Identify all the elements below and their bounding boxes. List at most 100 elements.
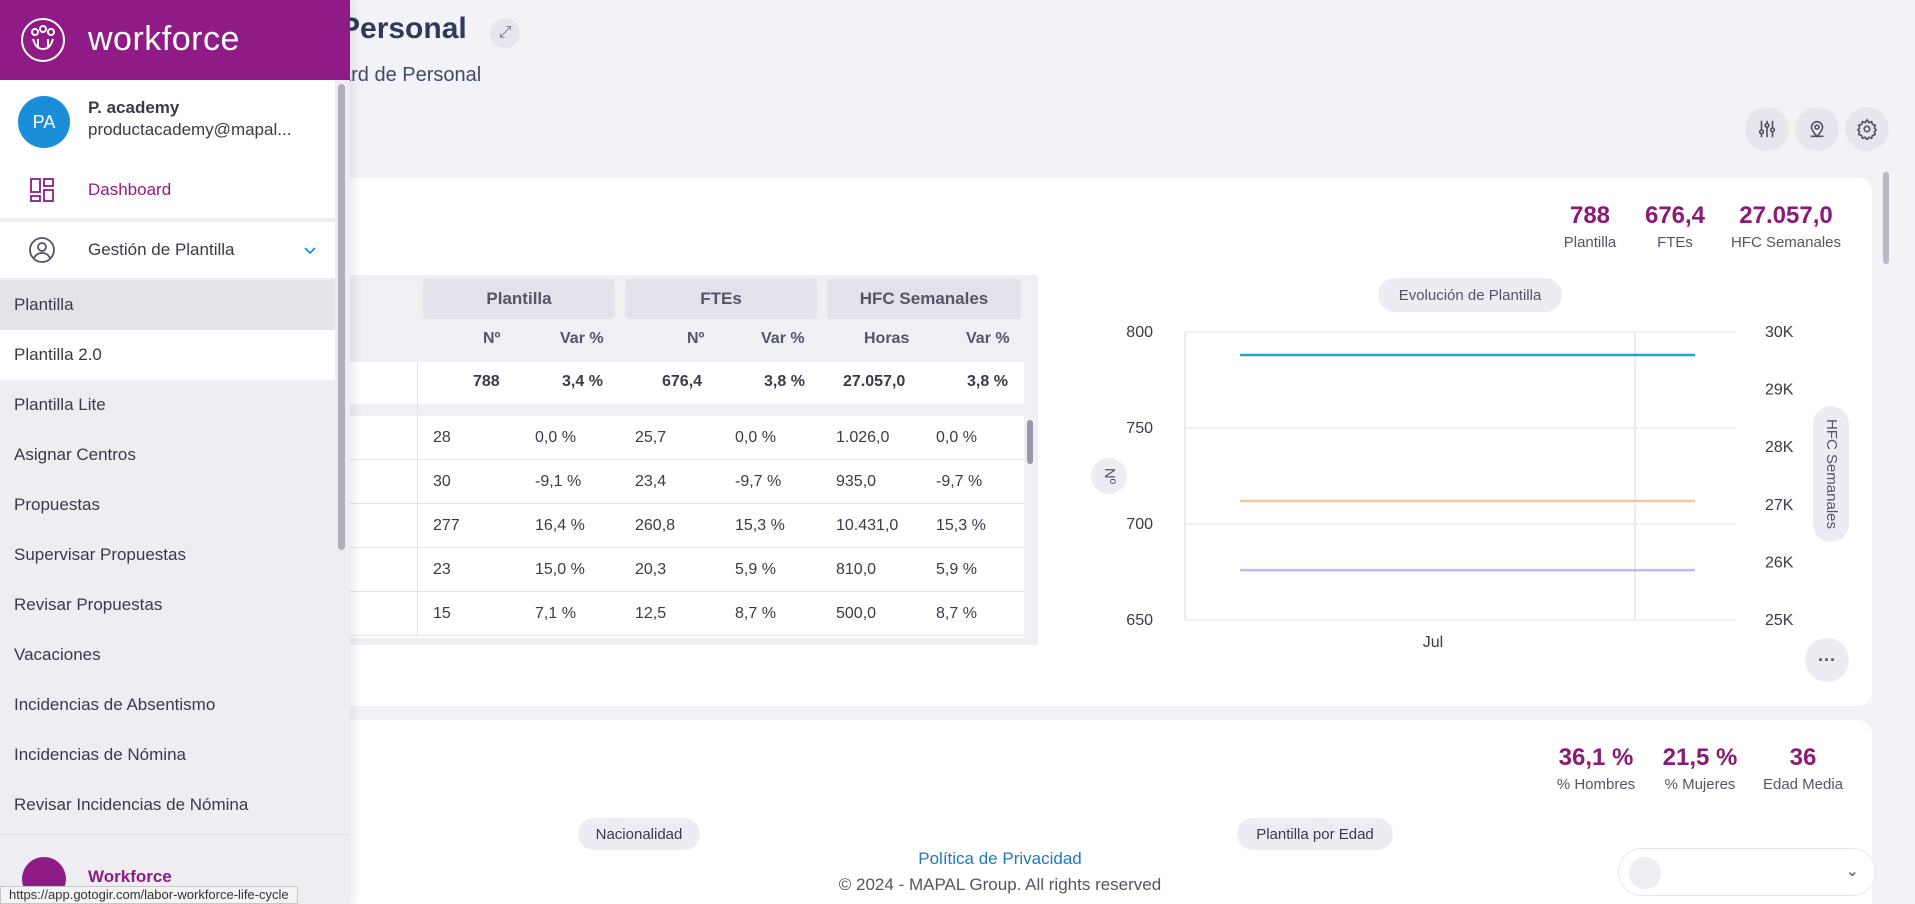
table-cell: 23,4 bbox=[635, 473, 667, 490]
y2-tick-label: 28K bbox=[1765, 439, 1794, 456]
table-group-ftes[interactable]: FTEs bbox=[625, 279, 817, 319]
kpi-hombres: 36,1 % % Hombres bbox=[1550, 744, 1642, 793]
table-scrollbar[interactable] bbox=[1027, 420, 1033, 464]
kpi-value: 676,4 bbox=[1644, 202, 1706, 229]
kpi-label: HFC Semanales bbox=[1730, 234, 1842, 251]
y2-axis-label: HFC Semanales bbox=[1823, 419, 1840, 529]
table-row[interactable]: 277 16,4 % 260,8 15,3 % 10.431,0 15,3 % bbox=[300, 504, 1024, 548]
sidebar-item-label: Dashboard bbox=[88, 180, 172, 199]
table-group-hfc[interactable]: HFC Semanales bbox=[827, 279, 1021, 319]
kpi-value: 27.057,0 bbox=[1739, 202, 1833, 229]
sidebar-subitem-vacaciones[interactable]: Vacaciones bbox=[0, 630, 335, 680]
kpi-label: FTEs bbox=[1657, 234, 1693, 251]
table-subheader[interactable]: Nº bbox=[483, 330, 501, 347]
sidebar-subitem-propuestas[interactable]: Propuestas bbox=[0, 480, 335, 530]
y2-tick-label: 30K bbox=[1765, 324, 1794, 341]
y2-tick-label: 25K bbox=[1765, 612, 1794, 629]
edad-pill: Plantilla por Edad bbox=[1237, 818, 1393, 850]
selector-avatar bbox=[1629, 857, 1661, 889]
sidebar-subitem-asignar-centros[interactable]: Asignar Centros bbox=[0, 430, 335, 480]
sidebar-subitem-label: Vacaciones bbox=[14, 645, 101, 664]
sidebar-footer-label: Workforce bbox=[88, 867, 172, 886]
bottom-selector[interactable]: ⌄ bbox=[1618, 848, 1876, 896]
sidebar-scrollbar[interactable] bbox=[338, 84, 345, 550]
total-cell: 3,8 % bbox=[764, 373, 805, 390]
sidebar-subitem-revisar-propuestas[interactable]: Revisar Propuestas bbox=[0, 580, 335, 630]
table-subheader[interactable]: Var % bbox=[560, 330, 604, 347]
kpi-value: 36,1 % bbox=[1558, 744, 1634, 771]
table-subheader[interactable]: Nº bbox=[687, 330, 705, 347]
table-row[interactable]: 30 -9,1 % 23,4 -9,7 % 935,0 -9,7 % bbox=[300, 460, 1024, 504]
table-cell: 0,0 % bbox=[735, 429, 776, 446]
location-icon bbox=[1810, 120, 1824, 138]
location-button[interactable] bbox=[1795, 107, 1839, 151]
table-cell: 935,0 bbox=[836, 473, 877, 490]
settings-button[interactable] bbox=[1845, 107, 1889, 151]
table-cell: 5,9 % bbox=[936, 561, 977, 578]
sidebar-subitem-plantilla-lite[interactable]: Plantilla Lite bbox=[0, 380, 335, 430]
total-cell: 676,4 bbox=[662, 373, 703, 390]
table-totals-row bbox=[300, 362, 1024, 404]
table-cell: 15,0 % bbox=[535, 561, 585, 578]
sidebar-item-label: Gestión de Plantilla bbox=[88, 240, 235, 259]
total-cell: 3,8 % bbox=[967, 373, 1008, 390]
sidebar-header: workforce bbox=[0, 0, 350, 80]
table-cell: 15,3 % bbox=[936, 517, 986, 534]
y2-tick-label: 27K bbox=[1765, 497, 1794, 514]
page-title: Personal bbox=[340, 12, 467, 45]
y-tick-label: 700 bbox=[1126, 516, 1153, 533]
table-cell: 500,0 bbox=[836, 605, 877, 622]
sidebar-subitem-plantilla-2[interactable]: Plantilla 2.0 bbox=[0, 330, 335, 380]
table-cell: 0,0 % bbox=[535, 429, 576, 446]
table-subheader[interactable]: Var % bbox=[966, 330, 1010, 347]
sidebar-subitem-label: Revisar Propuestas bbox=[14, 595, 163, 614]
sidebar: workforce PA P. academy productacademy@m… bbox=[0, 0, 350, 904]
table-cell: 7,1 % bbox=[535, 605, 576, 622]
sidebar-item-dashboard[interactable]: Dashboard bbox=[0, 162, 335, 218]
sidebar-subitem-label: Plantilla bbox=[14, 295, 74, 314]
table-cell: 8,7 % bbox=[936, 605, 977, 622]
copyright: © 2024 - MAPAL Group. All rights reserve… bbox=[838, 875, 1162, 894]
sidebar-subitem-label: Asignar Centros bbox=[14, 445, 136, 464]
table-subheader[interactable]: Horas bbox=[864, 330, 910, 347]
kpi-mujeres: 21,5 % % Mujeres bbox=[1655, 744, 1745, 793]
sidebar-subitem-incidencias-absentismo[interactable]: Incidencias de Absentismo bbox=[0, 680, 335, 730]
table-row[interactable]: 23 15,0 % 20,3 5,9 % 810,0 5,9 % bbox=[300, 548, 1024, 592]
table-cell: 260,8 bbox=[635, 517, 676, 534]
more-options-button[interactable]: ··· bbox=[1805, 638, 1849, 682]
table-cell: 23 bbox=[433, 561, 451, 578]
kpi-label: Plantilla bbox=[1563, 234, 1617, 251]
evolution-chart: 800 750 700 650 30K 29K 28K 27K 26K 25K Jul Nº H… bbox=[1091, 324, 1849, 651]
user-circle-icon bbox=[29, 237, 55, 263]
chevron-down-icon: ⌄ bbox=[1845, 863, 1859, 880]
kpi-value: 788 bbox=[1569, 202, 1611, 229]
table-cell: -9,7 % bbox=[735, 473, 782, 490]
table-cell: 0,0 % bbox=[936, 429, 977, 446]
kpi-value: 21,5 % bbox=[1662, 744, 1738, 771]
expand-icon[interactable]: ⤢ bbox=[490, 18, 520, 48]
sidebar-item-gestion-plantilla[interactable]: Gestión de Plantilla bbox=[0, 222, 335, 278]
sidebar-subitem-incidencias-nomina[interactable]: Incidencias de Nómina bbox=[0, 730, 335, 780]
table-cell: -9,1 % bbox=[535, 473, 582, 490]
table-group-plantilla[interactable]: Plantilla bbox=[423, 279, 615, 319]
kpi-plantilla: 788 Plantilla bbox=[1555, 202, 1625, 251]
privacy-link[interactable]: Política de Privacidad bbox=[918, 849, 1082, 868]
page-scrollbar[interactable] bbox=[1883, 172, 1889, 264]
table-cell: 15,3 % bbox=[735, 517, 785, 534]
table-cell: 28 bbox=[433, 429, 451, 446]
table-cell: 30 bbox=[433, 473, 451, 490]
table-row[interactable]: 28 0,0 % 25,7 0,0 % 1.026,0 0,0 % bbox=[300, 416, 1024, 460]
y-axis-label-pill bbox=[1091, 458, 1127, 494]
y-tick-label: 650 bbox=[1126, 612, 1153, 629]
filters-button[interactable] bbox=[1745, 107, 1789, 151]
demographics-card bbox=[300, 720, 1872, 904]
table-row[interactable]: 15 7,1 % 12,5 8,7 % 500,0 8,7 % bbox=[300, 592, 1024, 636]
sidebar-subitem-revisar-incidencias-nomina[interactable]: Revisar Incidencias de Nómina bbox=[0, 780, 335, 830]
table-cell: 810,0 bbox=[836, 561, 877, 578]
workforce-logo-icon[interactable] bbox=[20, 17, 66, 63]
sidebar-subitem-supervisar-propuestas[interactable]: Supervisar Propuestas bbox=[0, 530, 335, 580]
table-subheader[interactable]: Var % bbox=[761, 330, 805, 347]
chevron-down-icon bbox=[304, 247, 316, 255]
sidebar-subitem-plantilla[interactable]: Plantilla bbox=[0, 280, 335, 330]
